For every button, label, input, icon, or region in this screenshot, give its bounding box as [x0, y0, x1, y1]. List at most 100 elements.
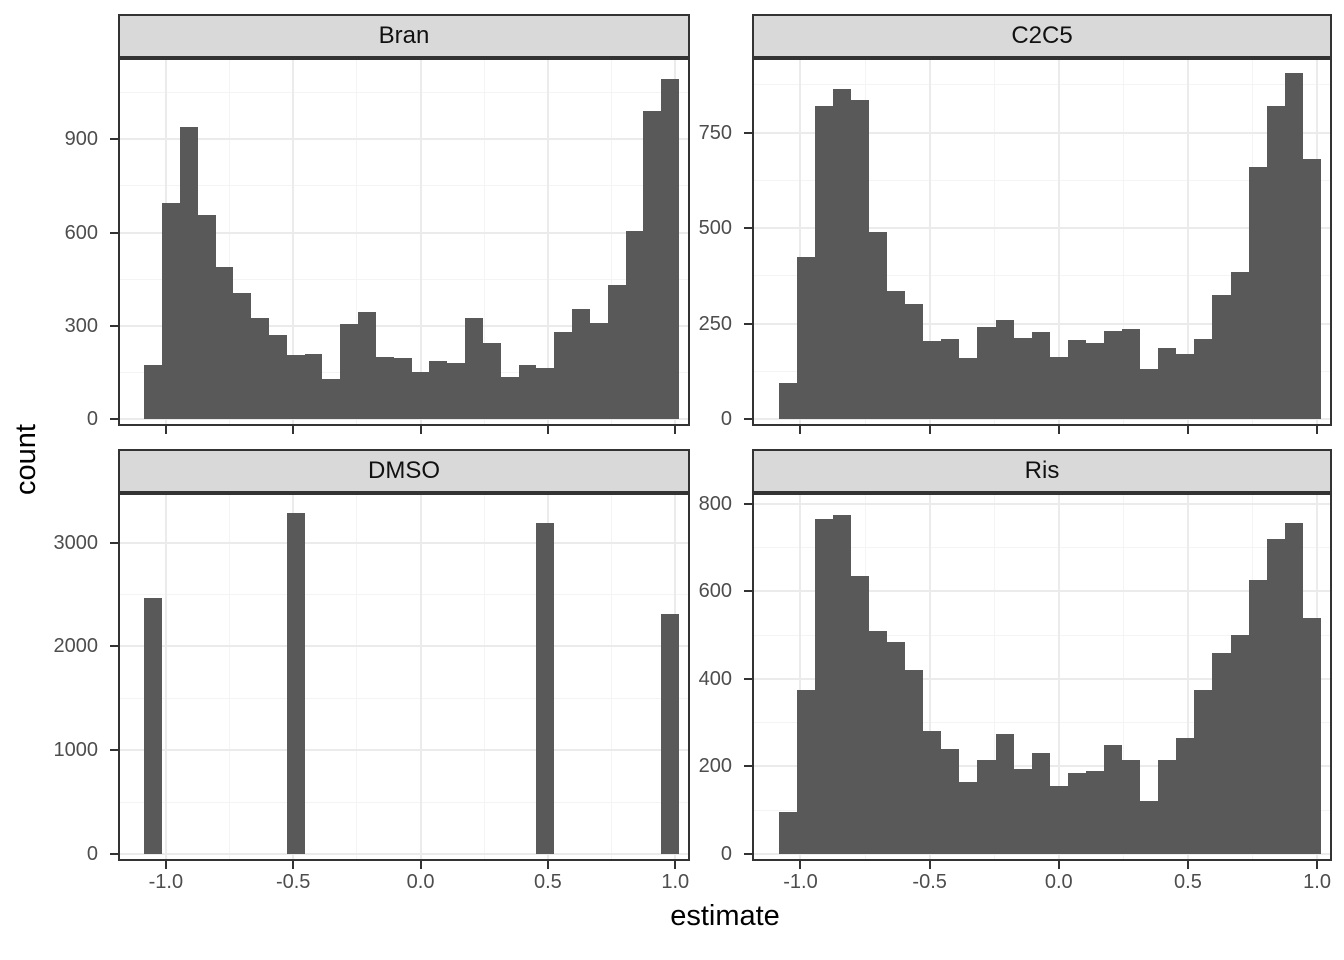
- x-tick-mark: [546, 426, 549, 434]
- gridline-minor-y: [754, 722, 1330, 724]
- histogram-bar: [977, 327, 996, 419]
- facet-strip-label: Bran: [378, 22, 430, 49]
- histogram-bar: [1302, 617, 1321, 854]
- x-tick-mark: [1316, 426, 1319, 434]
- histogram-bar: [269, 335, 287, 419]
- gridline-major-x: [1186, 60, 1189, 424]
- histogram-bar: [1085, 770, 1104, 854]
- y-tick-label: 900: [64, 128, 98, 151]
- y-tick-mark: [110, 231, 118, 234]
- histogram-bar: [1230, 271, 1249, 419]
- x-tick-mark: [164, 861, 167, 869]
- histogram-bar: [814, 105, 833, 419]
- histogram-bar: [1140, 801, 1159, 854]
- histogram-bar: [465, 317, 483, 419]
- gridline-minor-x: [611, 60, 613, 424]
- histogram-bar: [1284, 73, 1303, 419]
- histogram-bar: [643, 111, 662, 419]
- gridline-major-x: [419, 495, 422, 859]
- gridline-minor-y: [120, 92, 688, 94]
- gridline-major-x: [546, 60, 549, 424]
- x-tick-mark: [164, 426, 167, 434]
- x-tick-label: 1.0: [661, 871, 690, 893]
- facet-strip-bran: Bran: [118, 14, 690, 58]
- gridline-major-y: [754, 502, 1330, 505]
- y-tick-label: 600: [698, 580, 732, 603]
- y-tick-label: 3000: [53, 531, 99, 554]
- histogram-bar: [887, 291, 906, 419]
- x-tick-label: -0.5: [912, 871, 947, 893]
- histogram-bar: [589, 322, 608, 419]
- histogram-bar: [850, 575, 869, 854]
- x-tick-mark: [928, 861, 931, 869]
- gridline-major-y: [754, 590, 1330, 593]
- histogram-bar: [796, 689, 815, 854]
- y-tick-mark: [744, 765, 752, 768]
- x-tick-mark: [928, 426, 931, 434]
- gridline-minor-x: [483, 495, 485, 859]
- histogram-bar: [340, 324, 359, 419]
- gridline-minor-y: [120, 594, 688, 596]
- y-tick-mark: [744, 590, 752, 593]
- histogram-bar: [1031, 753, 1050, 854]
- gridline-major-y: [120, 231, 688, 234]
- x-tick-label: -1.0: [783, 871, 818, 893]
- gridline-major-y: [120, 645, 688, 648]
- x-axis-title: estimate: [670, 900, 780, 932]
- y-tick-label: 250: [698, 312, 732, 335]
- gridline-major-x: [164, 495, 167, 859]
- histogram-bar: [215, 266, 234, 419]
- gridline-major-y: [120, 541, 688, 544]
- histogram-bar: [393, 358, 412, 419]
- y-tick-label: 400: [698, 667, 732, 690]
- histogram-bar: [1284, 523, 1303, 854]
- histogram-bar: [375, 356, 394, 419]
- gridline-minor-y: [120, 185, 688, 187]
- histogram-bar: [429, 361, 448, 419]
- histogram-bar: [482, 342, 501, 419]
- histogram-bar: [251, 317, 269, 419]
- gridline-major-y: [120, 324, 688, 327]
- gridline-major-y: [754, 418, 1330, 420]
- histogram-bar: [572, 308, 590, 419]
- histogram-bar: [179, 126, 198, 419]
- gridline-major-x: [1057, 495, 1060, 859]
- histogram-bar: [1103, 331, 1123, 419]
- facet-strip-dmso: DMSO: [118, 449, 690, 493]
- facet-strip-label: Ris: [1024, 457, 1060, 484]
- histogram-bar: [1212, 294, 1231, 419]
- x-tick-label: 0.5: [1174, 871, 1202, 893]
- histogram-bar: [941, 748, 960, 854]
- y-tick-label: 0: [86, 843, 98, 865]
- gridline-major-y: [120, 418, 688, 420]
- gridline-minor-x: [1122, 60, 1124, 424]
- y-tick-label: 0: [720, 843, 732, 865]
- y-tick-mark: [110, 324, 118, 327]
- histogram-bar: [144, 364, 163, 419]
- y-tick-mark: [110, 645, 118, 648]
- histogram-bar: [1176, 737, 1195, 854]
- facet-strip-label: DMSO: [368, 457, 440, 484]
- gridline-minor-y: [754, 634, 1330, 636]
- gridline-minor-x: [229, 60, 231, 424]
- histogram-bar: [554, 331, 573, 419]
- gridline-minor-y: [120, 278, 688, 280]
- histogram-bar: [144, 597, 163, 854]
- facet-panel-ris: [752, 493, 1332, 861]
- histogram-bar: [1248, 166, 1267, 419]
- histogram-bar: [1013, 338, 1032, 419]
- facet-panel-bran: [118, 58, 690, 426]
- histogram-bar: [286, 512, 305, 854]
- histogram-bar: [1266, 105, 1285, 419]
- histogram-bar: [977, 759, 996, 854]
- histogram-bar: [1266, 538, 1285, 854]
- histogram-bar: [1230, 635, 1249, 854]
- gridline-minor-y: [120, 801, 688, 803]
- gridline-major-x: [419, 60, 422, 424]
- y-tick-label: 600: [64, 221, 98, 244]
- histogram-bar: [778, 382, 797, 419]
- histogram-bar: [233, 293, 252, 419]
- x-tick-mark: [292, 861, 295, 869]
- x-tick-mark: [1057, 426, 1060, 434]
